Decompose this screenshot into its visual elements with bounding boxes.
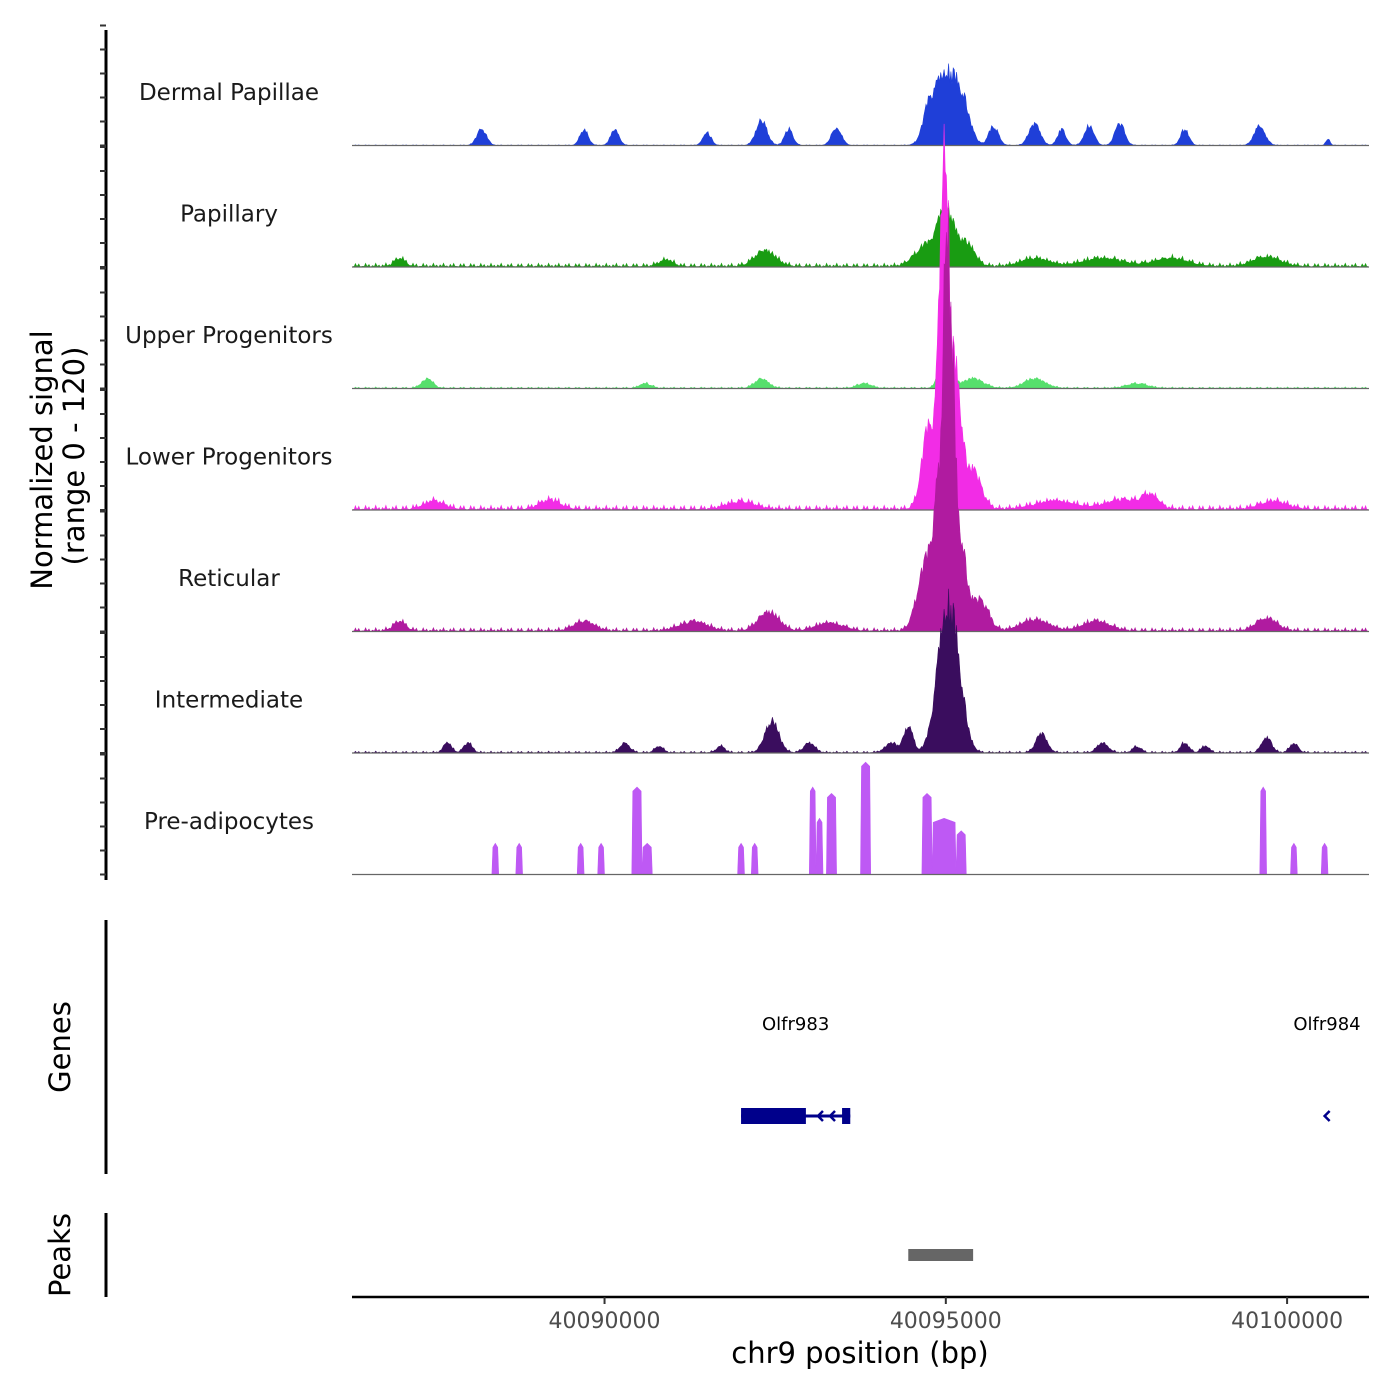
peak-regions: [908, 1249, 974, 1261]
track-pre-adipocytes: Pre-adipocytes: [144, 761, 1369, 876]
gene-models: Olfr983 Olfr984: [741, 1014, 1361, 1124]
strand-arrow: [1322, 1110, 1331, 1122]
genes-panel: Genes Olfr983 Olfr984: [43, 920, 1361, 1174]
gene-exon: [741, 1108, 806, 1124]
signal-panel: Normalized signal (range 0 - 120) Dermal…: [25, 24, 1370, 880]
genes-track-label: Genes: [43, 1001, 77, 1093]
coverage-area: [352, 761, 1369, 875]
track-label: Pre-adipocytes: [144, 809, 314, 835]
coverage-area: [351, 339, 1370, 389]
peak-region: [908, 1249, 974, 1261]
coverage-area: [351, 123, 1370, 511]
track-label: Lower Progenitors: [126, 445, 333, 471]
track-label: Dermal Papillae: [139, 80, 319, 106]
track-intermediate: Intermediate: [155, 588, 1370, 754]
track-label: Papillary: [180, 202, 278, 228]
peaks-panel: Peaks: [43, 1213, 974, 1297]
track-label: Reticular: [178, 566, 280, 592]
track-papillary: Papillary: [180, 202, 1370, 268]
strand-arrow: [828, 1110, 836, 1122]
gene-olfr983: Olfr983: [741, 1014, 851, 1124]
track-reticular: Reticular: [178, 207, 1370, 633]
coverage-tracks: Dermal Papillae Papillary Upper Progenitor…: [125, 63, 1370, 876]
x-tick-label: 40090000: [549, 1309, 661, 1334]
gene-exon: [842, 1108, 851, 1124]
x-axis-ticks: 40090000 40095000 40100000: [549, 1297, 1343, 1334]
y-axis-title-line1: Normalized signal: [25, 330, 59, 589]
x-tick-label: 40095000: [890, 1309, 1002, 1334]
x-axis: 40090000 40095000 40100000 chr9 position (…: [352, 1295, 1369, 1370]
track-upper-progenitors: Upper Progenitors: [125, 323, 1370, 390]
track-lower-progenitors: Lower Progenitors: [126, 123, 1370, 511]
gene-olfr984: Olfr984: [1293, 1014, 1361, 1122]
coverage-area: [351, 63, 1370, 146]
track-label: Intermediate: [155, 688, 303, 714]
signal-y-axis-ticks: [100, 24, 106, 876]
gene-label: Olfr983: [762, 1014, 829, 1035]
coverage-area: [351, 203, 1370, 268]
coverage-area: [351, 588, 1370, 754]
track-label: Upper Progenitors: [125, 323, 333, 349]
track-dermal-papillae: Dermal Papillae: [139, 63, 1370, 147]
x-tick-label: 40100000: [1231, 1309, 1343, 1334]
peaks-track-label: Peaks: [43, 1213, 77, 1297]
y-axis-title-line2: (range 0 - 120): [57, 347, 91, 566]
x-axis-title: chr9 position (bp): [731, 1336, 988, 1370]
strand-arrow: [816, 1110, 824, 1122]
coverage-area: [351, 207, 1370, 632]
gene-label: Olfr984: [1293, 1014, 1360, 1035]
